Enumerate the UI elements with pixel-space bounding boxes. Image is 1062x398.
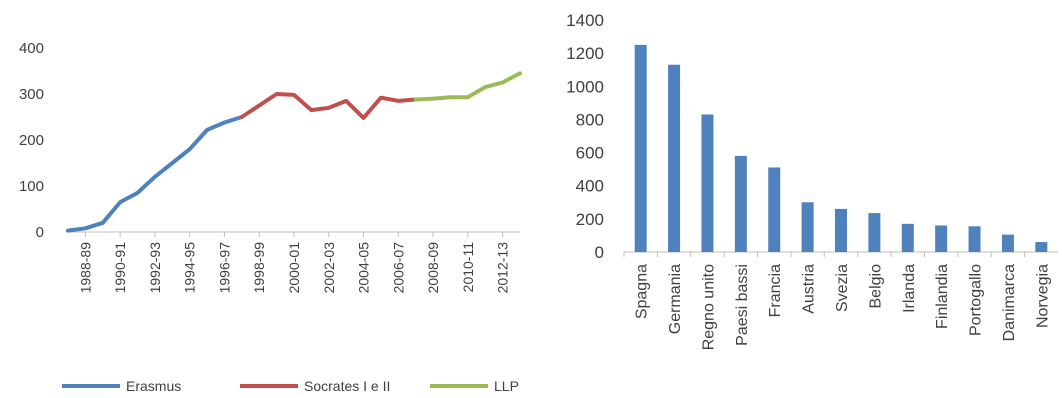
- bar: [768, 167, 781, 252]
- series-line: [239, 92, 418, 120]
- y-tick-label: 800: [576, 110, 604, 129]
- legend-label: Erasmus: [126, 378, 181, 394]
- x-tick-label: 2008-09: [425, 242, 441, 294]
- bar: [1001, 234, 1014, 252]
- legend-label: Socrates I e II: [304, 378, 390, 394]
- y-tick-label: 600: [576, 144, 604, 163]
- bar: [935, 225, 948, 252]
- bar: [968, 226, 981, 252]
- x-tick-label: Austria: [801, 264, 818, 314]
- y-tick-label: 0: [595, 243, 604, 262]
- series-line: [66, 115, 244, 233]
- x-tick-label: Danimarca: [1001, 264, 1018, 341]
- bar: [868, 213, 881, 252]
- bar: [734, 155, 747, 252]
- x-tick-label: 2002-03: [321, 242, 337, 294]
- bar: [634, 44, 647, 252]
- x-tick-label: Svezia: [834, 264, 851, 312]
- y-tick-label: 400: [19, 40, 44, 57]
- y-tick-label: 0: [36, 224, 44, 241]
- bar: [801, 202, 814, 252]
- y-tick-label: 400: [576, 177, 604, 196]
- x-tick-label: Regno unito: [700, 264, 717, 350]
- series-line: [413, 71, 522, 102]
- legend-label: LLP: [494, 378, 519, 394]
- bar: [1035, 242, 1048, 252]
- line-chart: 0 100 200 300 400 1988-89 1990-91 1992-93 1994-9…: [19, 40, 522, 394]
- x-tick-label: Francia: [767, 264, 784, 317]
- bar: [668, 64, 681, 252]
- y-tick-label: 200: [576, 210, 604, 229]
- bar: [901, 223, 914, 252]
- x-tick-label: Norvegia: [1034, 264, 1051, 328]
- x-tick-label: Belgio: [867, 264, 884, 309]
- x-tick-label: 2012-13: [495, 242, 511, 294]
- x-tick-label: Portogallo: [968, 264, 985, 336]
- y-tick-label: 200: [19, 132, 44, 149]
- x-tick-label: Finlandia: [934, 264, 951, 329]
- y-tick-label: 1200: [566, 44, 604, 63]
- x-tick-label: 2006-07: [390, 242, 406, 294]
- y-tick-label: 100: [19, 178, 44, 195]
- x-tick-label: 1990-91: [112, 242, 128, 294]
- x-tick-label: 1992-93: [147, 242, 163, 294]
- x-tick-label: 1988-89: [77, 242, 93, 294]
- bar: [835, 208, 847, 252]
- x-tick-label: Spagna: [634, 264, 651, 319]
- x-tick-label: 2010-11: [460, 242, 476, 293]
- x-tick-label: 1996-97: [216, 242, 232, 294]
- bar-chart: 0 200 400 600 800 1000 1200 1400 Spagna Germania R…: [566, 11, 1058, 350]
- x-tick-label: 2004-05: [356, 242, 372, 294]
- x-tick-label: 1994-95: [182, 242, 198, 294]
- x-tick-label: 1998-99: [251, 242, 267, 294]
- y-tick-label: 300: [19, 86, 44, 103]
- x-tick-label: Irlanda: [901, 264, 918, 313]
- y-tick-label: 1400: [566, 11, 604, 30]
- x-tick-label: 2000-01: [286, 242, 302, 294]
- x-tick-label: Paesi bassi: [734, 264, 751, 346]
- x-tick-label: Germania: [667, 264, 684, 334]
- y-tick-label: 1000: [566, 77, 604, 96]
- bar: [701, 114, 714, 252]
